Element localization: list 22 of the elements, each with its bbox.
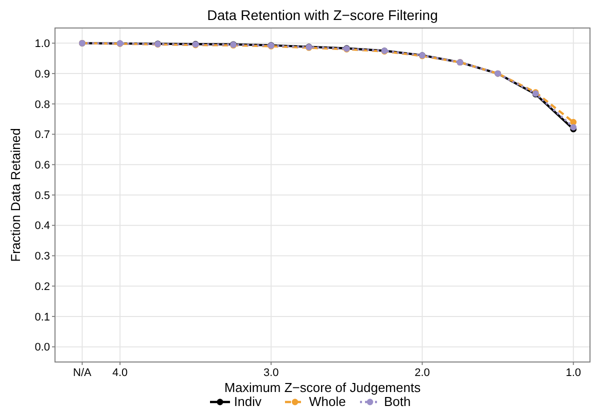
y-tick-label: 0.2 <box>34 280 50 293</box>
legend-label: Both <box>384 394 411 409</box>
x-tick-label: 3.0 <box>263 367 279 379</box>
legend-label: Indiv <box>234 394 262 409</box>
y-tick-label: 0.7 <box>34 129 50 142</box>
x-tick-label: 4.0 <box>112 367 128 379</box>
y-tick-label: 0.0 <box>34 342 50 354</box>
y-tick-label: 0.6 <box>34 159 50 172</box>
x-tick-label: 2.0 <box>414 367 430 379</box>
x-tick-label: 1.0 <box>566 367 582 379</box>
y-tick-label: 0.9 <box>34 68 50 80</box>
x-tick-label: N/A <box>73 367 92 379</box>
y-tick-label: 1.0 <box>34 38 50 50</box>
x-axis-title: Maximum Z−score of Judgements <box>224 380 422 395</box>
legend-label: Whole <box>309 394 346 409</box>
y-tick-label: 0.5 <box>34 190 50 202</box>
y-tick-label: 0.1 <box>34 311 50 324</box>
y-tick-label: 0.4 <box>34 220 50 232</box>
y-tick-label: 0.8 <box>34 98 50 111</box>
y-tick-label: 0.3 <box>34 250 50 263</box>
chart-title: Data Retention with Z−score Filtering <box>207 7 438 23</box>
y-axis-title: Fraction Data Retained <box>8 128 23 262</box>
